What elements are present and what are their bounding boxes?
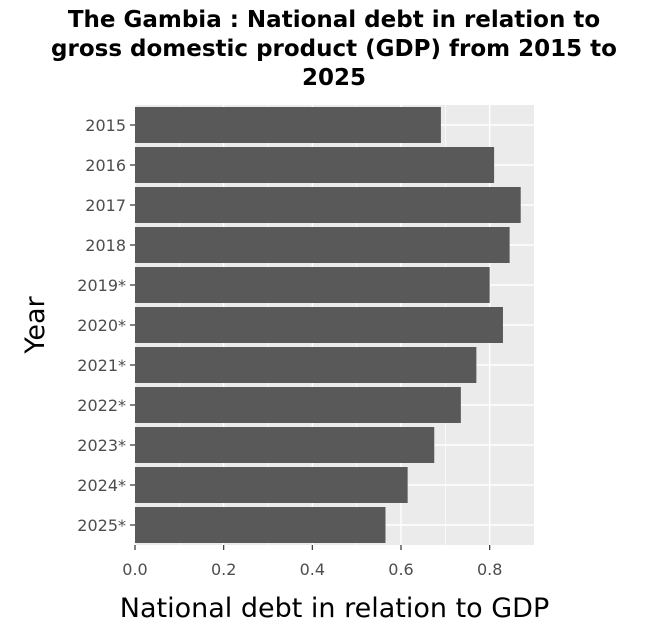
- x-tick-label: 0.6: [388, 560, 413, 579]
- bar-2023-projected: [135, 427, 435, 463]
- x-axis: 0.0 0.2 0.4 0.6 0.8: [122, 545, 502, 579]
- bar-2015: [135, 107, 441, 143]
- y-tick-label: 2023*: [77, 436, 126, 455]
- chart-title-line-1: The Gambia : National debt in relation t…: [67, 7, 601, 33]
- x-tick-label: 0.8: [477, 560, 502, 579]
- bar-2021-projected: [135, 347, 477, 383]
- chart-title-line-2: gross domestic product (GDP) from 2015 t…: [51, 36, 617, 62]
- bar-2017: [135, 187, 521, 223]
- x-tick-label: 0.4: [300, 560, 325, 579]
- y-tick-label: 2025*: [77, 516, 126, 535]
- x-axis-title: National debt in relation to GDP: [120, 593, 550, 624]
- bar-2020-projected: [135, 307, 503, 343]
- bar-2019-projected: [135, 267, 490, 303]
- y-tick-label: 2024*: [77, 476, 126, 495]
- y-tick-label: 2019*: [77, 276, 126, 295]
- y-tick-label: 2022*: [77, 396, 126, 415]
- y-tick-label: 2017: [85, 196, 126, 215]
- bar-2016: [135, 147, 495, 183]
- chart-title-line-3: 2025: [301, 65, 366, 91]
- y-axis: 2015 2016 2017 2018 2019* 2020* 2021* 2022* 2023…: [77, 116, 135, 535]
- chart-title: The Gambia : National debt in relation t…: [0, 6, 668, 93]
- y-tick-label: 2018: [85, 236, 126, 255]
- x-tick-label: 0.0: [122, 560, 147, 579]
- bar-2024-projected: [135, 467, 408, 503]
- y-axis-title: Year: [20, 296, 51, 355]
- x-tick-label: 0.2: [211, 560, 236, 579]
- y-tick-label: 2016: [85, 156, 126, 175]
- y-tick-label: 2020*: [77, 316, 126, 335]
- y-tick-label: 2021*: [77, 356, 126, 375]
- bars: [135, 107, 521, 543]
- bar-2018: [135, 227, 510, 263]
- bar-2022-projected: [135, 387, 461, 423]
- y-tick-label: 2015: [85, 116, 126, 135]
- bar-2025-projected: [135, 507, 386, 543]
